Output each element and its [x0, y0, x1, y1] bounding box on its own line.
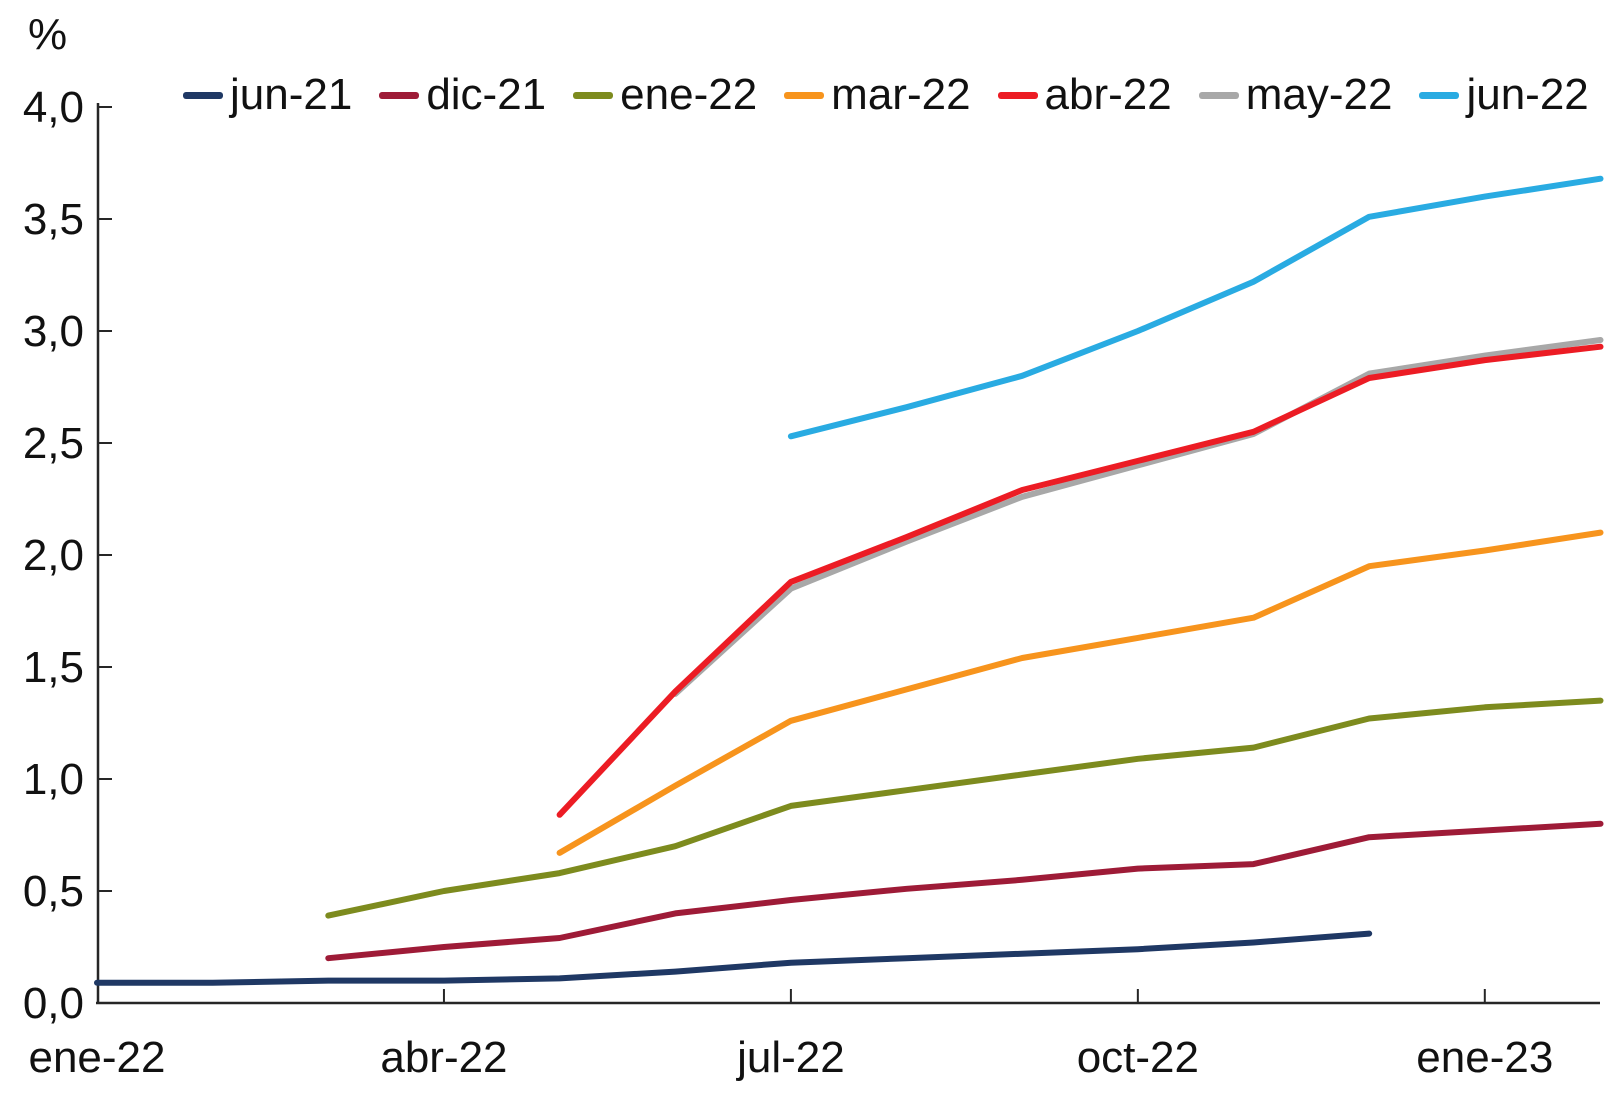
legend-item-jun-21: jun-21: [183, 70, 352, 120]
y-tick-label: 3,0: [23, 307, 84, 356]
chart-legend: jun-21 dic-21 ene-22 mar-22 abr-22 may-22 jun-…: [183, 70, 1589, 120]
series-line-ene-22: [325, 697, 1604, 919]
legend-item-dic-21: dic-21: [379, 70, 546, 120]
legend-label-ene-22: ene-22: [620, 70, 758, 119]
legend-swatch-abr-22: [997, 91, 1038, 99]
y-axis-unit-label: %: [28, 10, 68, 59]
legend-item-jun-22: jun-22: [1419, 70, 1589, 120]
legend-item-may-22: may-22: [1198, 70, 1393, 120]
legend-label-may-22: may-22: [1245, 70, 1393, 119]
y-tick-label: 1,0: [23, 755, 84, 804]
y-tick-label: 1,5: [23, 643, 84, 692]
y-tick-label: 2,0: [23, 531, 84, 580]
legend-label-mar-22: mar-22: [831, 70, 971, 119]
y-tick-label: 2,5: [23, 419, 84, 468]
series-line-may-22: [672, 337, 1604, 697]
y-tick-label: 0,0: [23, 979, 84, 1028]
y-tick-label: 3,5: [23, 195, 84, 244]
legend-swatch-mar-22: [784, 91, 825, 99]
series-line-dic-21: [325, 820, 1604, 962]
legend-swatch-ene-22: [573, 91, 614, 99]
x-tick-label: ene-22: [28, 1033, 165, 1082]
x-tick-label: abr-22: [380, 1033, 507, 1082]
legend-label-abr-22: abr-22: [1044, 70, 1172, 119]
legend-swatch-dic-21: [379, 91, 420, 99]
legend-label-jun-22: jun-22: [1466, 70, 1589, 119]
legend-swatch-jun-21: [183, 91, 223, 99]
x-tick-label: oct-22: [1077, 1033, 1199, 1082]
y-tick-label: 4,0: [23, 83, 84, 132]
x-tick-label: ene-23: [1416, 1033, 1553, 1082]
x-tick-label: jul-22: [735, 1033, 845, 1082]
legend-swatch-jun-22: [1419, 91, 1460, 99]
legend-item-ene-22: ene-22: [573, 70, 757, 120]
legend-label-jun-21: jun-21: [230, 70, 353, 119]
series-line-abr-22: [556, 343, 1604, 818]
legend-item-mar-22: mar-22: [784, 70, 971, 120]
y-tick-label: 0,5: [23, 867, 84, 916]
series-line-mar-22: [556, 529, 1604, 856]
series-line-jun-22: [787, 175, 1604, 440]
series-line-jun-21: [94, 930, 1373, 986]
legend-label-dic-21: dic-21: [426, 70, 547, 119]
legend-swatch-may-22: [1198, 91, 1239, 99]
legend-item-abr-22: abr-22: [997, 70, 1172, 120]
